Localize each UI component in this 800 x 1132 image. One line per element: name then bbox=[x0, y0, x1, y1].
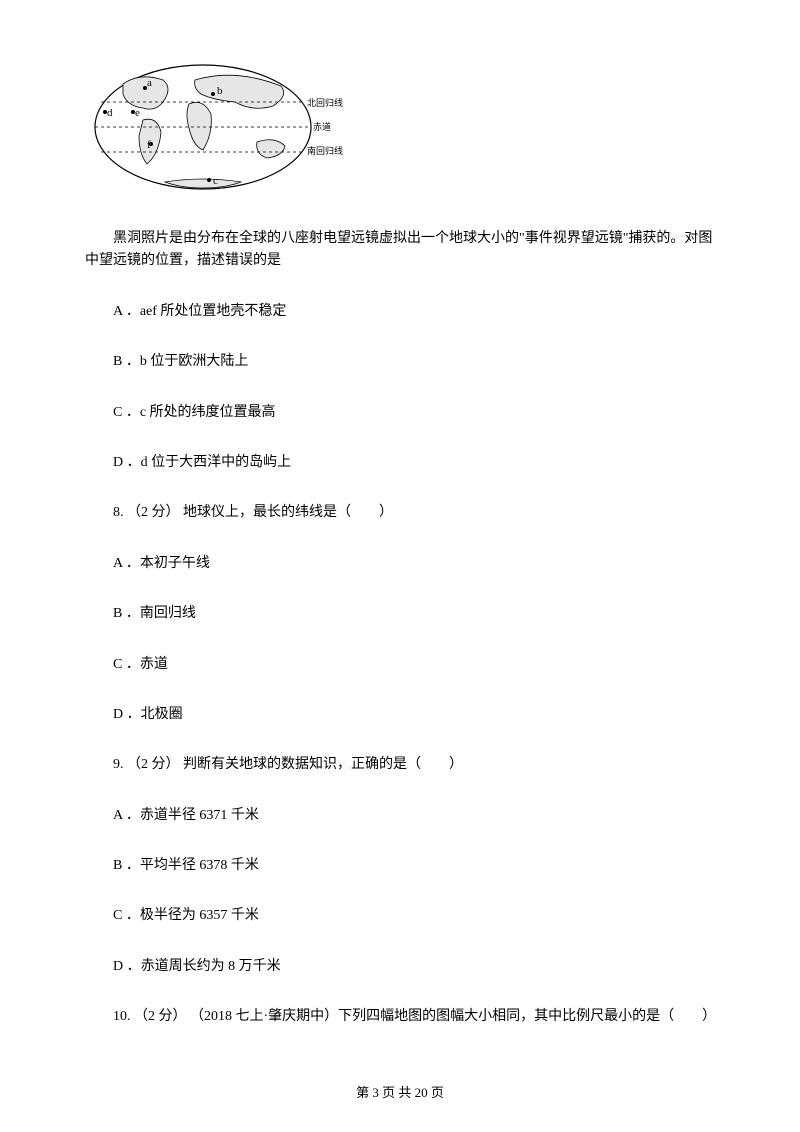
q10-stem: 10. （2 分） （2018 七上·肇庆期中）下列四幅地图的图幅大小相同，其中… bbox=[85, 1006, 715, 1028]
q7-option-a: A ．aef 所处位置地壳不稳定 bbox=[85, 301, 715, 323]
q8-option-c: C ．赤道 bbox=[85, 654, 715, 676]
q8-option-a: A ．本初子午线 bbox=[85, 553, 715, 575]
page-footer: 第 3 页 共 20 页 bbox=[0, 1083, 800, 1104]
q9-option-d: D ．赤道周长约为 8 万千米 bbox=[85, 956, 715, 978]
q7-option-d: D ．d 位于大西洋中的岛屿上 bbox=[85, 452, 715, 474]
q7-option-b: B ．b 位于欧洲大陆上 bbox=[85, 351, 715, 373]
q7-option-c: C ．c 所处的纬度位置最高 bbox=[85, 402, 715, 424]
svg-text:a: a bbox=[147, 77, 152, 89]
svg-text:南回归线: 南回归线 bbox=[307, 145, 343, 156]
svg-text:北回归线: 北回归线 bbox=[307, 97, 343, 108]
world-map-svg: a b d e f c 北回归线 赤道 南回归线 bbox=[85, 50, 345, 200]
q8-option-b: B ．南回归线 bbox=[85, 603, 715, 625]
q7-intro: 黑洞照片是由分布在全球的八座射电望远镜虚拟出一个地球大小的"事件视界望远镜"捕获… bbox=[85, 228, 715, 273]
svg-text:c: c bbox=[213, 175, 218, 187]
q8-stem: 8. （2 分） 地球仪上，最长的纬线是（ ） bbox=[85, 502, 715, 524]
svg-text:d: d bbox=[107, 107, 113, 119]
svg-text:f: f bbox=[147, 139, 151, 151]
q9-option-b: B ．平均半径 6378 千米 bbox=[85, 855, 715, 877]
svg-text:b: b bbox=[217, 85, 223, 97]
q9-option-c: C ．极半径为 6357 千米 bbox=[85, 905, 715, 927]
q9-stem: 9. （2 分） 判断有关地球的数据知识，正确的是（ ） bbox=[85, 754, 715, 776]
q9-option-a: A ．赤道半径 6371 千米 bbox=[85, 805, 715, 827]
q8-option-d: D ．北极圈 bbox=[85, 704, 715, 726]
svg-text:赤道: 赤道 bbox=[313, 121, 331, 132]
world-map-figure: a b d e f c 北回归线 赤道 南回归线 bbox=[85, 50, 715, 200]
svg-text:e: e bbox=[135, 107, 140, 119]
